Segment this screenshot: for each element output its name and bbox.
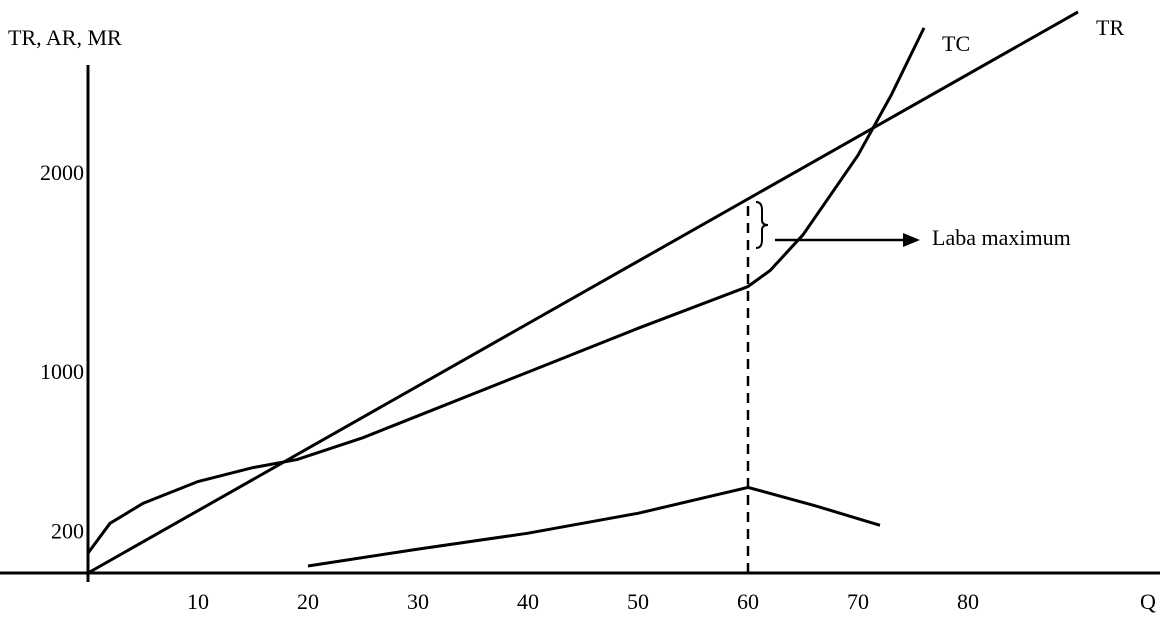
y-tick-label: 200 (51, 518, 84, 543)
series-label: TC (942, 31, 970, 56)
x-tick-label: 80 (957, 589, 979, 614)
arrowhead (903, 233, 920, 247)
y-axis-label: TR, AR, MR (8, 25, 122, 50)
y-tick-label: 2000 (40, 160, 84, 185)
x-tick-label: 70 (847, 589, 869, 614)
line-series (87, 10, 1079, 575)
annotation: Laba maximum (932, 225, 1071, 250)
x-tick-label: 60 (737, 589, 759, 614)
series-label: TR (1096, 15, 1124, 40)
x-tick-label: 10 (187, 589, 209, 614)
x-axis-label: Q (1140, 589, 1156, 614)
x-tick-label: 50 (627, 589, 649, 614)
x-tick-label: 20 (297, 589, 319, 614)
line-series (307, 485, 881, 568)
x-tick-label: 40 (517, 589, 539, 614)
y-tick-label: 1000 (40, 359, 84, 384)
brace (755, 200, 769, 249)
line-series (86, 27, 926, 554)
x-tick-label: 30 (407, 589, 429, 614)
